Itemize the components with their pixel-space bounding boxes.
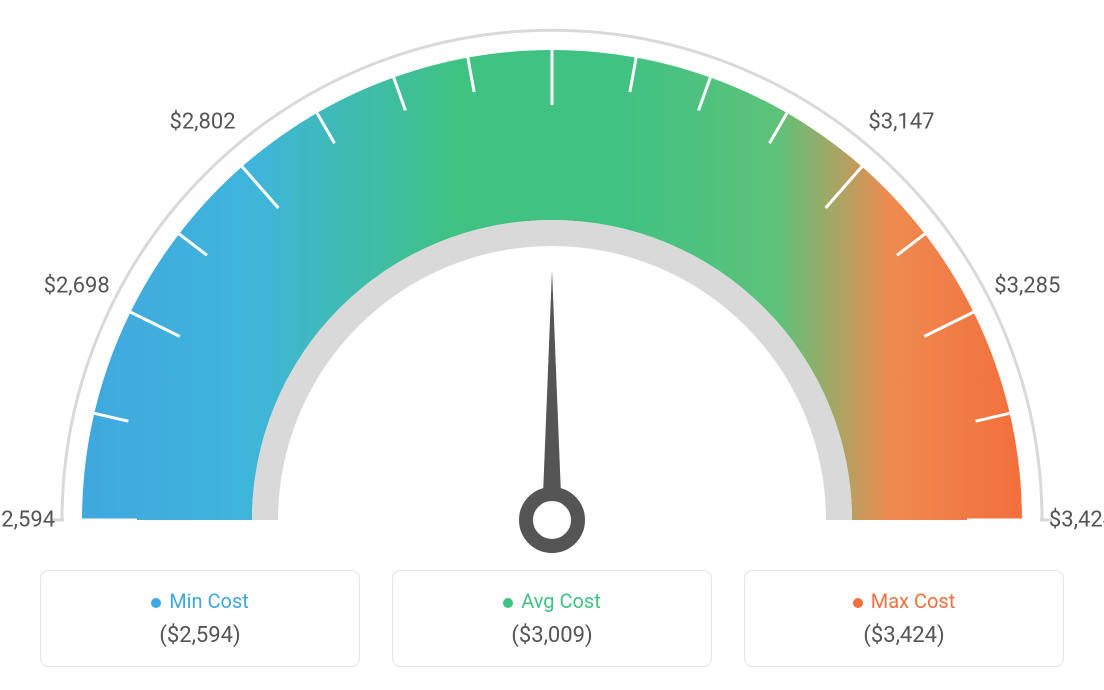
gauge-tick-label: $3,147 bbox=[868, 109, 934, 134]
legend-label-avg: Avg Cost bbox=[521, 589, 601, 613]
legend-label-min: Min Cost bbox=[169, 589, 249, 613]
legend-title-min: Min Cost bbox=[53, 589, 347, 613]
gauge-tick-label: $3,009 bbox=[519, 0, 585, 3]
gauge-tick-label: $3,424 bbox=[1049, 508, 1104, 533]
dot-icon bbox=[503, 598, 513, 608]
legend-value-max: ($3,424) bbox=[757, 623, 1051, 648]
gauge-svg bbox=[0, 0, 1104, 560]
legend-value-min: ($2,594) bbox=[53, 623, 347, 648]
legend-card-min: Min Cost ($2,594) bbox=[40, 570, 360, 667]
legend-label-max: Max Cost bbox=[871, 589, 956, 613]
gauge-tick-label: $3,285 bbox=[994, 273, 1060, 298]
legend-title-max: Max Cost bbox=[757, 589, 1051, 613]
gauge-tick-label: $2,594 bbox=[0, 508, 55, 533]
dot-icon bbox=[151, 598, 161, 608]
gauge-tick-label: $2,698 bbox=[44, 273, 110, 298]
legend-title-avg: Avg Cost bbox=[405, 589, 699, 613]
dot-icon bbox=[853, 598, 863, 608]
legend: Min Cost ($2,594) Avg Cost ($3,009) Max … bbox=[0, 570, 1104, 667]
legend-card-avg: Avg Cost ($3,009) bbox=[392, 570, 712, 667]
legend-value-avg: ($3,009) bbox=[405, 623, 699, 648]
gauge-chart: $2,594 $2,698 $2,802 $3,009 $3,147 $3,285 $3,4… bbox=[0, 0, 1104, 560]
legend-card-max: Max Cost ($3,424) bbox=[744, 570, 1064, 667]
gauge-tick-label: $2,802 bbox=[169, 109, 235, 134]
